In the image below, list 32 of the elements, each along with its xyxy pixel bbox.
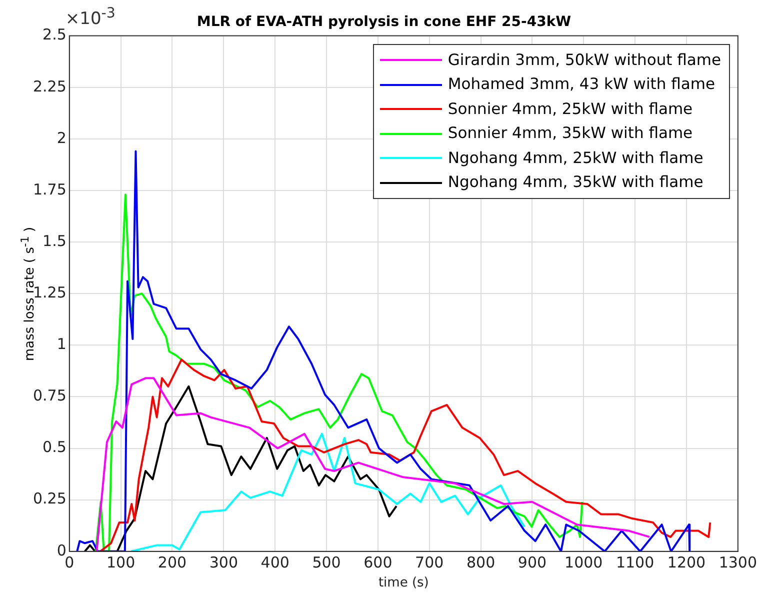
y-tick-label: 0.75: [32, 386, 66, 405]
chart-title: MLR of EVA-ATH pyrolysis in cone EHF 25-43kW: [196, 14, 572, 30]
y-tick-label: 1.5: [42, 232, 66, 250]
y-tick-label: 1.75: [32, 180, 66, 198]
x-tick-label: 400: [260, 553, 290, 572]
y-tick-label: 0.5: [42, 438, 66, 456]
x-tick-label: 1000: [564, 553, 603, 572]
x-tick-label: 300: [209, 553, 238, 572]
legend-label: Ngohang 4mm, 25kW with flame: [448, 148, 704, 169]
legend-label: Mohamed 3mm, 43 kW with flame: [448, 74, 715, 96]
x-tick-label: 200: [158, 553, 187, 572]
x-tick-label: 1300: [718, 553, 758, 572]
legend-label: Ngohang 4mm, 35kW with flame: [448, 172, 704, 194]
x-axis-title: time (s): [378, 576, 429, 591]
x-tick-label: 500: [312, 553, 341, 572]
y-tick-label: 0: [56, 541, 66, 560]
y-tick-label: 0.25: [32, 490, 66, 508]
legend-label: Sonnier 4mm, 25kW with flame: [448, 98, 693, 120]
x-tick-label: 100: [106, 553, 136, 572]
y-tick-label: 2.25: [32, 77, 66, 96]
legend-label: Girardin 3mm, 50kW without flame: [448, 50, 722, 71]
y-tick-label: 1: [56, 335, 66, 354]
y-tick-label: 2: [56, 128, 66, 147]
legend-label: Sonnier 4mm, 35kW with flame: [448, 123, 693, 144]
x-tick-label: 800: [466, 553, 496, 572]
x-tick-label: 700: [415, 553, 444, 572]
text: ×10$^{-3}$: [65, 6, 116, 30]
x-tick-label: 1100: [616, 553, 654, 572]
y-tick-label: 2.5: [42, 26, 66, 44]
x-tick-label: 900: [518, 553, 547, 572]
x-tick-label: 600: [364, 553, 392, 572]
x-tick-label: 1200: [667, 553, 706, 572]
